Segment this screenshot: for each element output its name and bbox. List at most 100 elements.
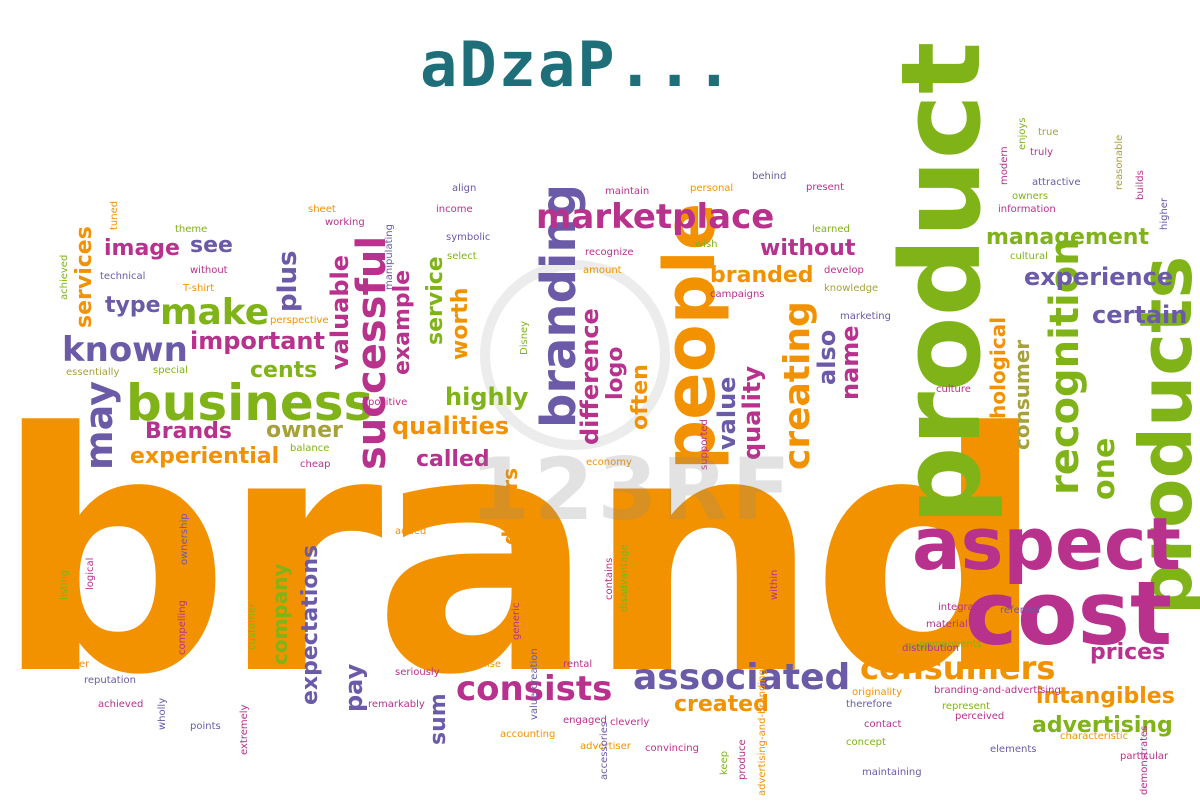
word-small-25: without [190,265,228,276]
word-small-20: true [1038,127,1059,138]
word-sum: sum [426,693,451,745]
word-small-5: symbolic [446,232,491,243]
word-small-v-21: accessories [599,721,610,780]
word-example: example [390,269,415,375]
word-small-v-19: within [769,569,780,600]
word-highly: highly [445,383,529,411]
word-name: name [836,325,864,400]
word-marketplace: marketplace [536,197,775,237]
word-psychological: psychological [986,316,1010,470]
word-product: product [877,41,1005,525]
word-small-22: information [998,204,1056,215]
word-owner: owner [266,418,343,443]
word-small-1: sheet [308,204,336,215]
word-small-28: special [153,365,188,376]
word-small-34: remarkably [368,699,425,710]
word-small-15: present [806,182,845,193]
word-difference: difference [576,308,604,445]
word-small-62: economy [586,457,632,468]
word-cost: cost [965,562,1173,665]
word-plus: plus [273,250,303,312]
word-experience: experience [1024,263,1174,291]
word-image: image [104,236,180,261]
word-small-24: cultural [1010,251,1048,262]
word-experiential: experiential [130,444,280,469]
word-small-47: material [926,619,968,630]
word-small-0: theme [175,224,208,235]
word-logo: logo [603,346,628,400]
word-small-39: contact [864,719,902,730]
word-small-31: balance [290,443,330,454]
watermark-text: 123RF [470,440,795,540]
word-small-v-24: reasonable [1114,134,1125,190]
word-small-26: technical [100,271,146,282]
word-small-54: maintaining [862,767,922,778]
word-small-59: franchise [455,659,502,670]
page-title: aDzaP... [420,28,735,101]
word-small-66: achieved [98,699,144,710]
word-small-45: concept [846,737,886,748]
word-valuable: valuable [326,254,354,370]
word-small-65: perspective [270,315,329,326]
word-management: management [986,225,1149,250]
word-small-v-10: keep [719,750,730,775]
word-small-46: referred [1000,605,1041,616]
word-aspect: aspect [912,502,1181,586]
word-small-6: select [447,251,477,262]
word-small-33: seriously [395,667,440,678]
word-small-v-11: produce [737,739,748,780]
word-small-v-25: builds [1135,170,1146,200]
word-small-v-13: disadvantage [619,544,630,612]
word-small-v-17: Disney [519,320,530,355]
word-small-4: income [436,204,473,215]
word-small-56: offer [66,659,90,670]
word-small-v-9: advertising-and-branding [757,669,768,796]
word-small-52: represent [942,701,991,712]
word-small-10: campaigns [710,289,765,300]
word-small-48: components [920,639,982,650]
word-associated: associated [633,657,851,698]
word-small-v-5: compelling [177,600,188,655]
word-small-16: behind [752,171,787,182]
word-small-8: amount [583,265,622,276]
word-type: type [105,293,161,318]
word-small-30: positive [368,397,408,408]
word-small-36: cleverly [610,717,650,728]
word-brand: brand [0,363,1047,747]
word-small-v-8: extremely [239,704,250,755]
word-expectations: expectations [298,544,323,705]
word-consumers: consumers [860,649,1056,687]
word-important: important [190,327,325,355]
word-small-21: owners [1012,191,1049,202]
word-small-12: develop [824,265,864,276]
word-small-v-18: generic [511,602,522,640]
word-small-v-20: value-creation [529,648,540,720]
word-advertising: advertising [1032,713,1173,738]
word-make: make [160,292,270,333]
word-small-53: characteristic [1060,731,1129,742]
word-pay: pay [340,663,368,712]
word-small-37: advertiser [580,741,631,752]
word-small-49: script [904,641,932,652]
word-small-57: reputation [84,675,136,686]
word-small-v-27: demonstrates [1139,725,1150,795]
word-created: created [674,692,769,717]
word-small-58: points [190,721,221,732]
word-small-55: added [395,526,427,537]
word-prices: prices [1090,640,1166,665]
word-small-44: particular [1120,751,1169,762]
word-known: known [62,330,188,370]
word-services: services [72,226,97,328]
word-small-42: perceived [955,711,1005,722]
word-small-v-6: wholly [157,697,168,730]
word-small-13: knowledge [824,283,879,294]
word-small-40: therefore [846,699,893,710]
word-small-61: engaged [563,715,607,726]
word-certain: certain [1092,301,1188,329]
word-small-v-22: modern [999,146,1010,185]
word-small-50: integrated [938,602,991,613]
word-small-38: convincing [645,743,699,754]
word-intangibles: intangibles [1036,684,1175,709]
word-small-v-12: contains [604,557,615,600]
